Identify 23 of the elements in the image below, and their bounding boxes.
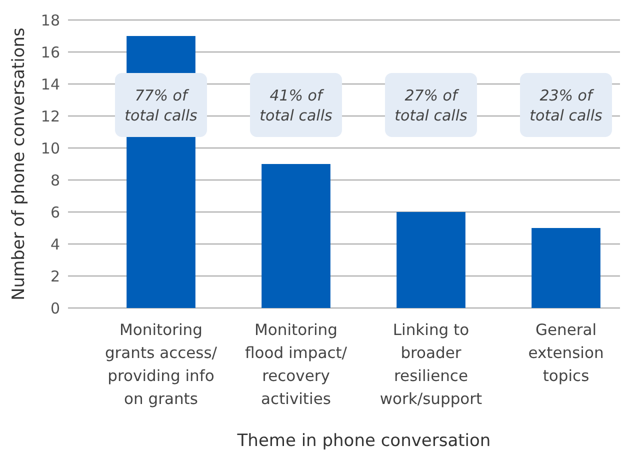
annotation: 41% of total calls (260, 86, 333, 124)
y-tick-label: 4 (50, 235, 60, 254)
annotation: 23% of total calls (530, 86, 603, 124)
y-tick-label: 16 (40, 43, 60, 62)
y-tick-label: 2 (50, 267, 60, 286)
bar (262, 164, 330, 308)
y-tick-label: 14 (40, 75, 60, 94)
annotation: 27% of total calls (394, 86, 468, 124)
x-tick-label: Monitoring grants access/ providing info on grants (104, 321, 218, 408)
y-tick-label: 12 (40, 107, 60, 126)
x-tick-label: Monitoring flood impact/ recovery activities (244, 321, 348, 408)
y-tick-label: 0 (50, 299, 60, 318)
x-tick-label: General extension topics (528, 321, 604, 385)
y-tick-label: 10 (40, 139, 60, 158)
annotation: 77% of total calls (124, 86, 198, 124)
bar (532, 228, 600, 308)
x-axis-title: Theme in phone conversation (236, 431, 491, 451)
y-axis-title: Number of phone conversations (9, 27, 29, 300)
y-tick-label: 18 (40, 11, 60, 30)
y-tick-label: 8 (50, 171, 60, 190)
bar (396, 212, 466, 308)
y-tick-label: 6 (50, 203, 60, 222)
x-tick-label: Linking to broader resilience work/support (380, 321, 482, 408)
